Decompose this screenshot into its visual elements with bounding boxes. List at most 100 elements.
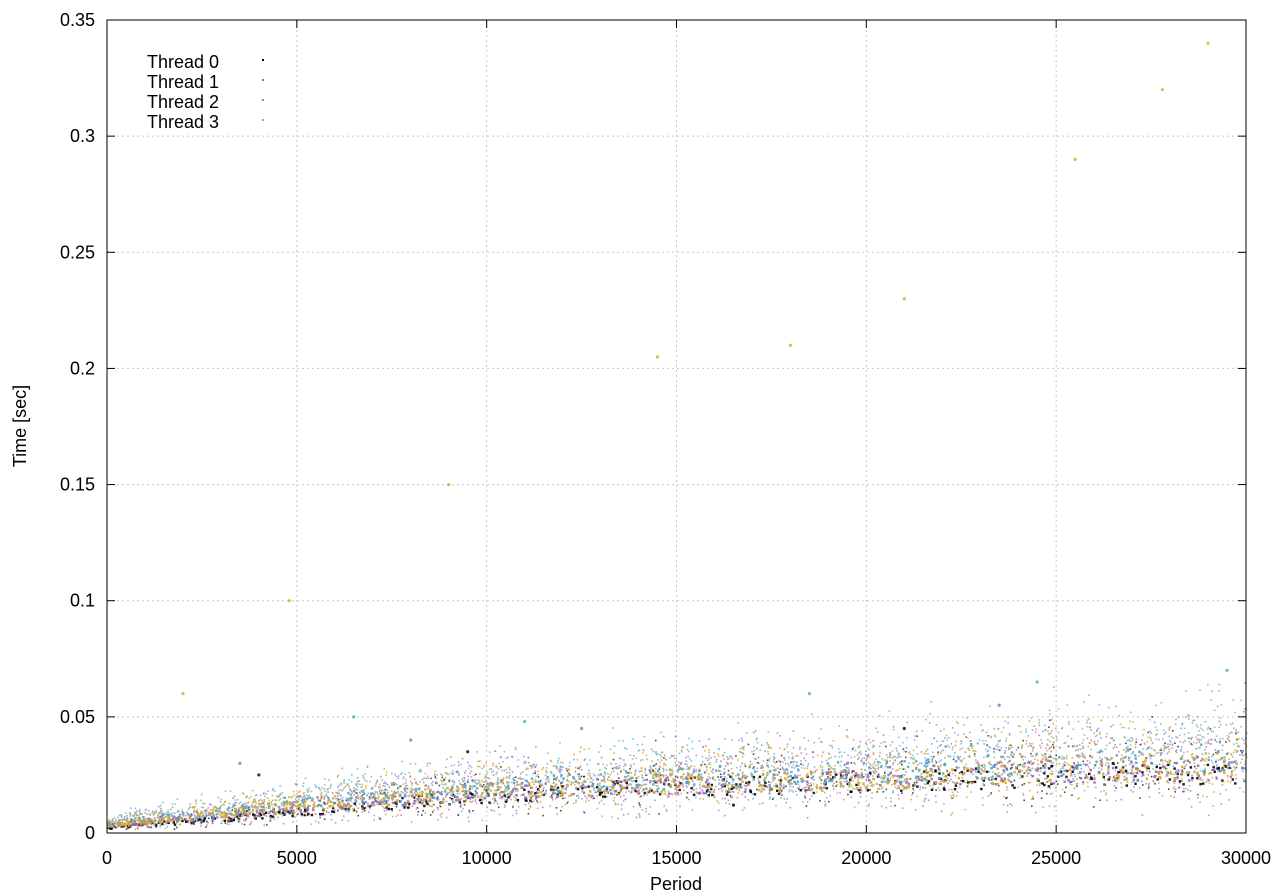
series-2-point [554, 783, 557, 785]
series-3-point [442, 780, 445, 782]
series-2-band-point [166, 813, 170, 817]
series-1-point [772, 780, 774, 782]
series-2-band-point [1106, 758, 1109, 761]
series-0-band-point [587, 785, 590, 788]
series-2-band-point [1097, 771, 1101, 774]
series-1-point [459, 783, 462, 786]
series-1-point [284, 812, 287, 815]
series-2-point [833, 773, 836, 775]
series-1-point [764, 750, 766, 752]
series-3-point [854, 762, 857, 765]
series-0-band-point [1021, 775, 1024, 778]
series-1-band-point [847, 771, 850, 775]
series-0-band-point [331, 810, 334, 813]
series-1-band-point [844, 770, 847, 773]
series-2-point [364, 773, 366, 775]
series-3-point [641, 774, 644, 776]
series-0-point [337, 809, 339, 812]
series-1-point [345, 810, 347, 812]
series-1-point [713, 788, 716, 791]
series-0-band-point [423, 804, 426, 808]
series-2-point [799, 746, 801, 748]
series-2-point [1114, 789, 1116, 792]
series-2-point [452, 800, 454, 802]
series-2-point [811, 778, 813, 780]
series-3-point [1193, 719, 1196, 722]
series-1-point [592, 797, 594, 800]
series-1-point [1200, 760, 1202, 762]
series-2-point [570, 781, 573, 783]
series-2-point [482, 796, 485, 799]
series-2-point [831, 745, 833, 747]
series-1-point [891, 741, 894, 743]
series-2-band-point [319, 804, 323, 808]
series-1-point [405, 803, 408, 805]
series-3-point [1110, 737, 1112, 740]
series-2-point [465, 787, 467, 789]
series-0-point [361, 794, 364, 796]
series-3-point [972, 749, 975, 752]
series-2-point [467, 781, 469, 784]
series-2-point [578, 766, 581, 769]
series-2-point [496, 778, 499, 780]
series-1-point [300, 814, 303, 817]
series-0-point [1052, 746, 1055, 749]
series-1-point [429, 762, 431, 765]
series-3-point [1089, 768, 1091, 770]
series-1-point [1073, 745, 1076, 747]
series-0-band-point [417, 795, 421, 798]
series-1-point [603, 791, 606, 794]
series-2-point [1210, 730, 1213, 732]
series-1-band-point [697, 792, 700, 795]
series-1-point [383, 782, 385, 784]
series-2-point [1168, 735, 1170, 738]
series-2-point [155, 810, 158, 812]
series-0-point [334, 802, 337, 804]
series-1-point [1138, 744, 1141, 746]
series-3-point [1169, 726, 1172, 728]
series-0-point [1006, 767, 1008, 770]
series-1-point [414, 792, 416, 794]
series-3-point [820, 782, 822, 785]
series-2-point [1109, 759, 1111, 761]
series-3-point [1212, 805, 1214, 807]
series-2-point [702, 746, 704, 748]
series-1-point [832, 788, 835, 790]
series-1-point [210, 804, 213, 806]
series-1-point [723, 814, 726, 817]
series-1-point [452, 795, 455, 797]
series-3-point [744, 763, 746, 765]
series-1-point [563, 785, 565, 787]
series-0-point [395, 805, 398, 808]
series-1-point [813, 778, 815, 781]
series-1-band-point [1131, 764, 1135, 768]
series-2-point [181, 812, 184, 815]
series-2-point [498, 762, 500, 765]
series-3-point [1063, 772, 1065, 775]
series-1-point [850, 796, 853, 799]
series-0-outlier [1111, 761, 1115, 765]
series-2-point [686, 776, 688, 778]
series-3-point [246, 796, 248, 798]
series-2-point [1077, 772, 1079, 775]
series-2-band-point [560, 774, 563, 777]
series-3-point [1146, 741, 1148, 743]
series-2-point [1007, 775, 1010, 778]
series-2-point [113, 822, 116, 825]
series-2-point [751, 750, 753, 753]
series-2-point [1211, 690, 1213, 692]
series-0-point [443, 778, 446, 781]
series-1-point [845, 769, 847, 772]
series-3-point [110, 826, 113, 828]
series-3-point [1227, 780, 1229, 783]
series-0-point [937, 751, 939, 753]
series-1-point [327, 799, 330, 801]
series-2-point [613, 791, 616, 793]
series-3-point [362, 796, 364, 799]
series-2-point [1136, 780, 1138, 782]
series-0-point [494, 799, 496, 802]
series-0-point [500, 766, 502, 768]
series-2-band-point [692, 770, 696, 773]
series-2-point [686, 744, 689, 746]
series-1-band-point [468, 797, 472, 800]
